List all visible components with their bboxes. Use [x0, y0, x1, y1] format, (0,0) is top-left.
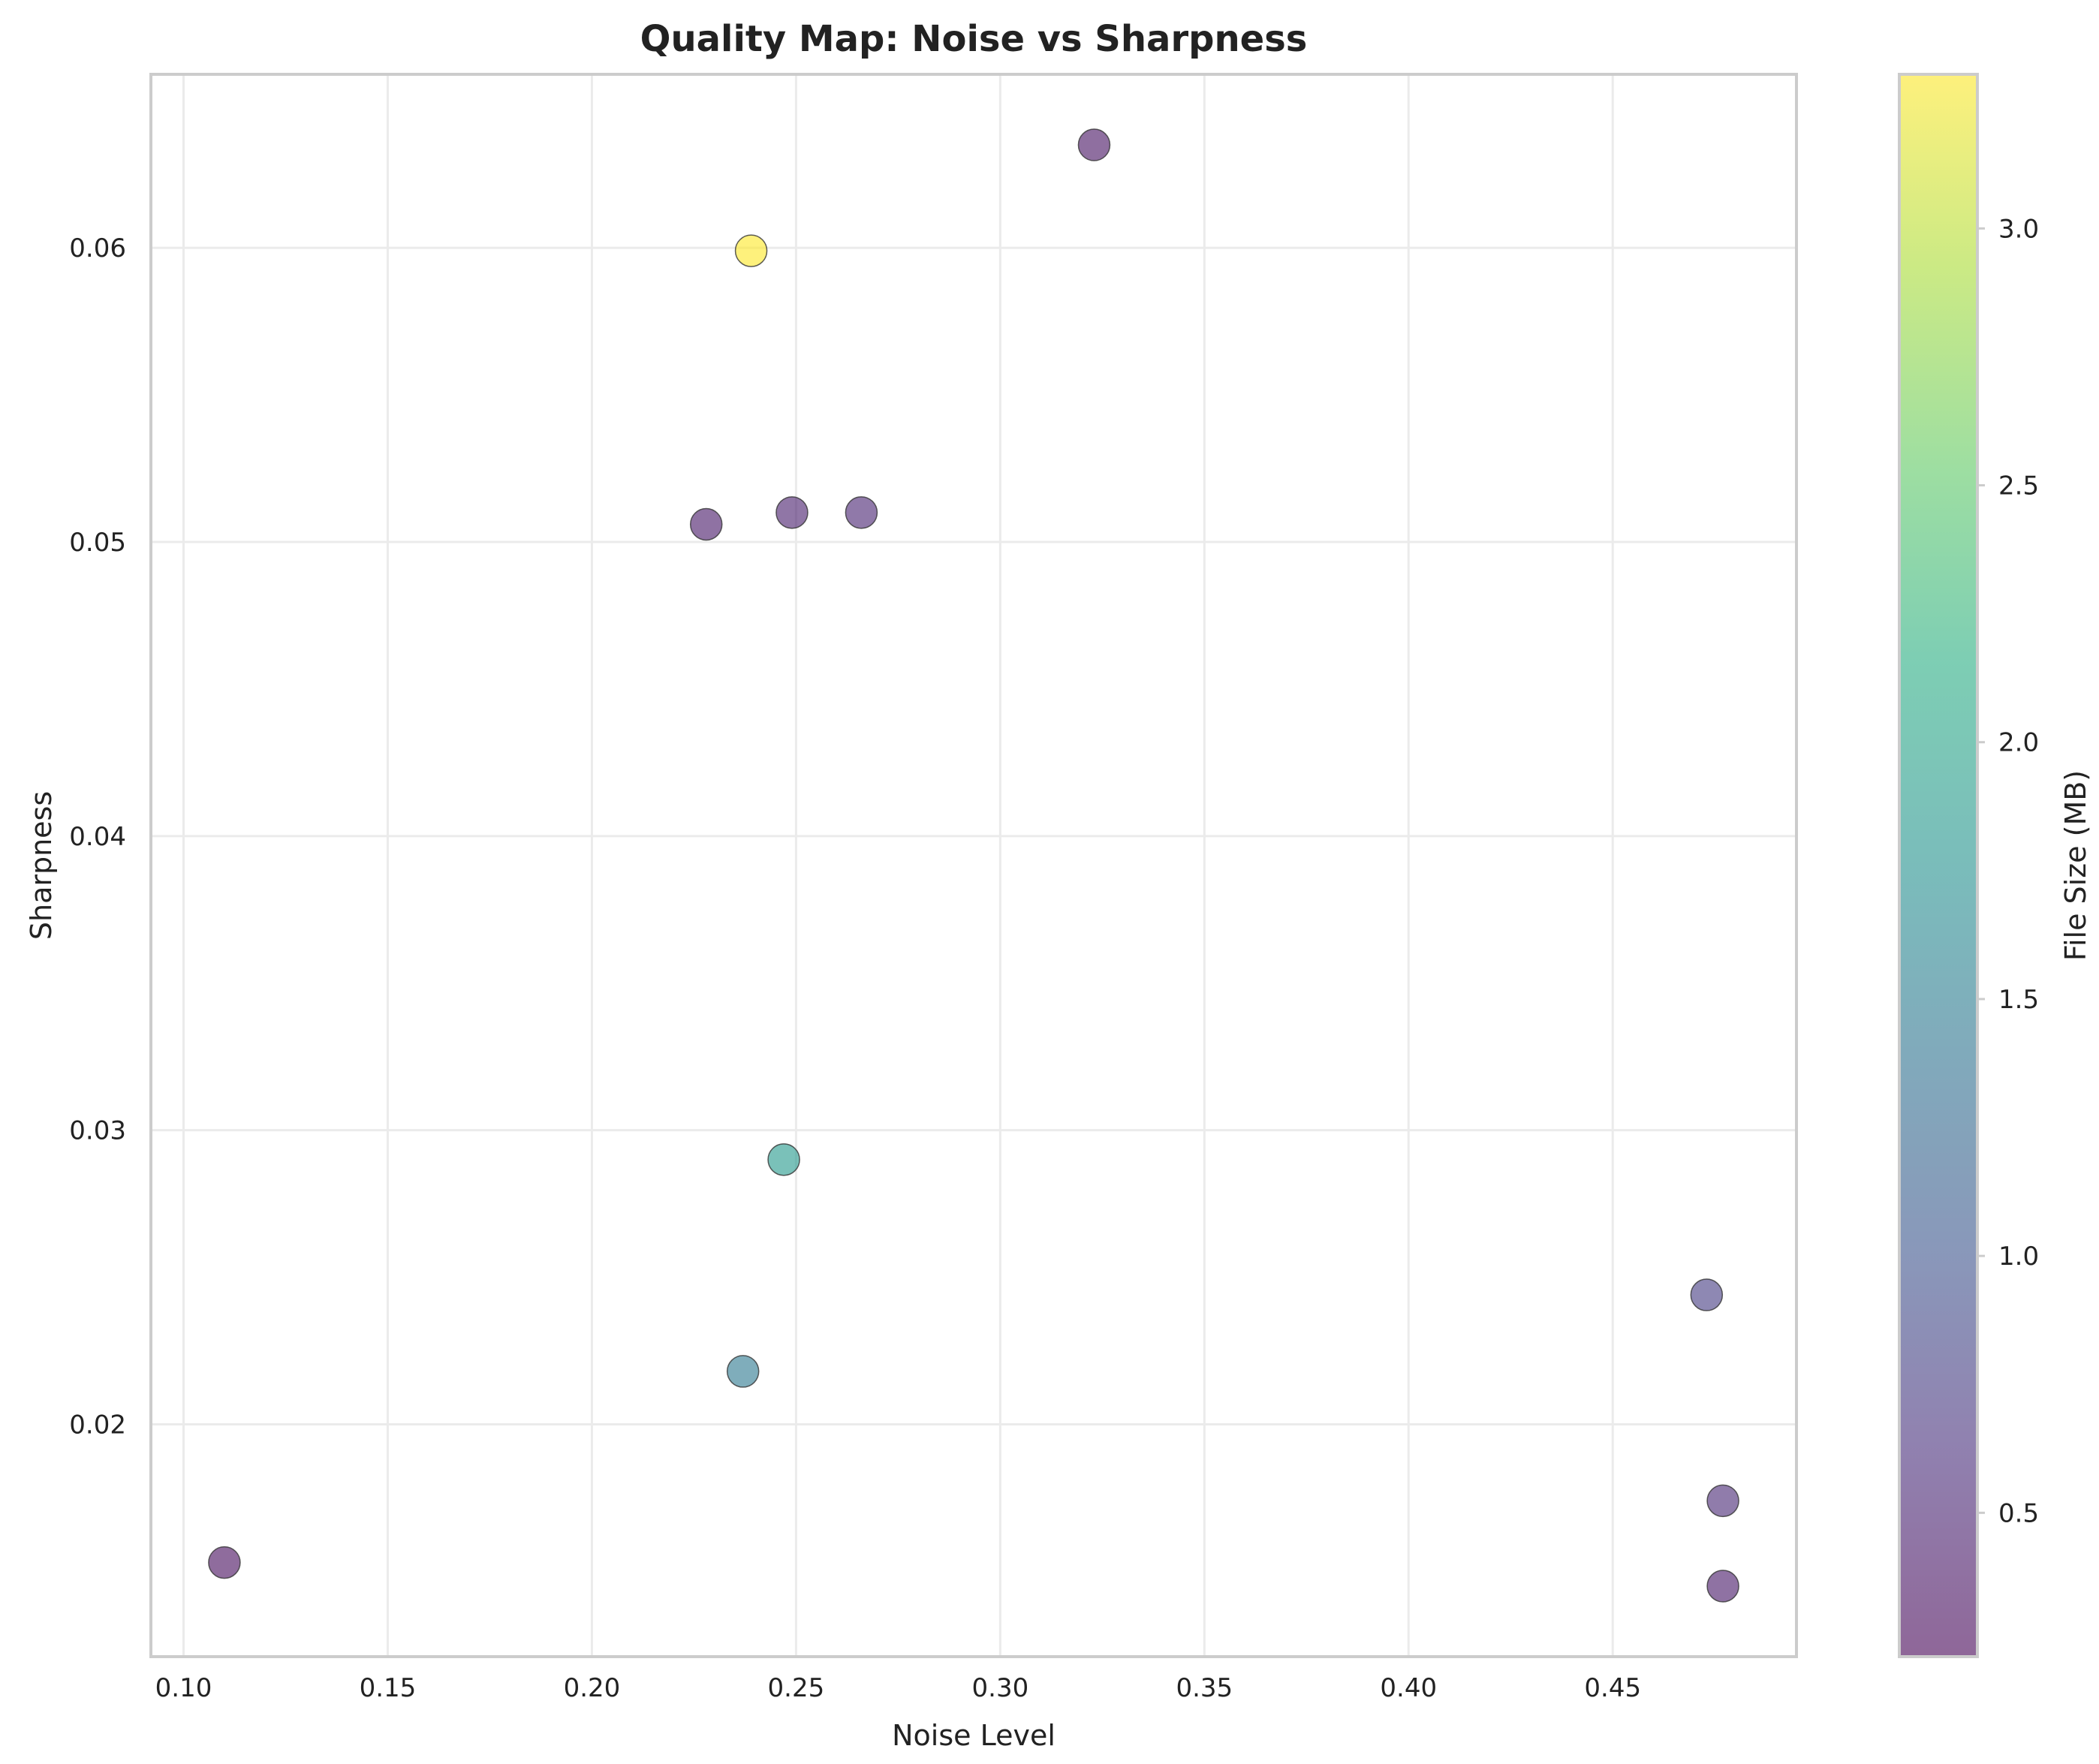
colorbar-label: File Size (MB) [2059, 770, 2092, 961]
colorbar-tick-label: 0.5 [1998, 1498, 2039, 1528]
x-tick-label: 0.30 [972, 1673, 1029, 1703]
x-tick-label: 0.40 [1380, 1673, 1437, 1703]
colorbar-tick-label: 2.5 [1998, 471, 2039, 501]
scatter-point [1077, 128, 1111, 161]
y-tick-label: 0.06 [69, 233, 126, 263]
x-tick-label: 0.35 [1176, 1673, 1233, 1703]
data-points [208, 128, 1739, 1603]
y-tick-label: 0.02 [69, 1410, 126, 1440]
x-tick-label: 0.10 [155, 1673, 212, 1703]
scatter-point [845, 496, 878, 529]
colorbar-tick-label: 1.0 [1998, 1242, 2039, 1272]
y-tick-label: 0.03 [69, 1116, 126, 1146]
y-tick-labels: 0.02 0.03 0.04 0.05 0.06 [69, 233, 126, 1440]
grid [151, 74, 1796, 1657]
scatter-point [1690, 1278, 1724, 1311]
y-axis-label: Sharpness [25, 791, 58, 940]
plot-frame [149, 73, 1798, 1658]
x-tick-label: 0.20 [564, 1673, 621, 1703]
scatter-point [767, 1143, 800, 1176]
x-axis-label: Noise Level [892, 1719, 1056, 1752]
scatter-point [689, 507, 723, 541]
chart-title: Quality Map: Noise vs Sharpness [640, 18, 1308, 60]
colorbar-tick-labels: 0.5 1.0 1.5 2.0 2.5 3.0 [1977, 214, 2039, 1528]
y-tick-label: 0.04 [69, 822, 126, 852]
x-tick-label: 0.15 [360, 1673, 417, 1703]
scatter-point [734, 234, 768, 267]
scatter-point [1706, 1484, 1739, 1518]
scatter-point [208, 1546, 241, 1579]
colorbar-tick-label: 3.0 [1998, 214, 2039, 244]
x-tick-label: 0.45 [1584, 1673, 1641, 1703]
x-tick-label: 0.25 [768, 1673, 825, 1703]
colorbar-tick-label: 2.0 [1998, 728, 2039, 758]
scatter-point [775, 496, 809, 529]
y-tick-label: 0.05 [69, 528, 126, 558]
x-tick-labels: 0.10 0.15 0.20 0.25 0.30 0.35 0.40 0.45 [155, 1673, 1641, 1703]
scatter-point [1706, 1570, 1739, 1603]
colorbar-tick-label: 1.5 [1998, 985, 2039, 1015]
scatter-point [726, 1355, 760, 1388]
colorbar [1898, 73, 1979, 1658]
